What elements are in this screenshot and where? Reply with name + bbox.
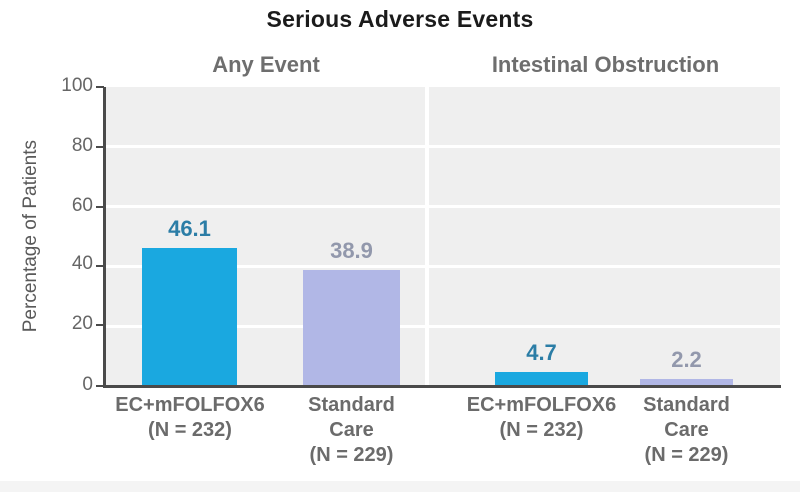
panel-subtitle-any-event: Any Event [212,52,320,77]
bar-group-ec-mfolfox6-any-event: 46.1 [142,87,237,386]
bottom-edge-strip [0,481,800,492]
bar-ec-mfolfox6-intestinal-obstruction [495,371,588,386]
bar-value-label: 4.7 [526,339,557,365]
category-name: EC+mFOLFOX6 [466,394,617,416]
y-tick-label-60: 60 [71,195,93,216]
gridline-20 [105,325,780,328]
category-n-count: (N = 229) [644,444,729,466]
y-axis-title-text: Percentage of Patients [20,140,41,333]
chart-title: Serious Adverse Events [266,6,534,32]
plot-area: 46.1 38.9 4.7 2.2 [105,87,780,386]
category-label-standard-care-intestinal-obstruction: Standard Care (N = 229) [636,393,737,468]
bar-ec-mfolfox6-any-event [142,248,237,386]
bar-standard-care-intestinal-obstruction [640,379,733,386]
y-tick-label-20: 20 [71,313,93,334]
y-tick-label-40: 40 [71,253,93,274]
category-name: Care [664,419,709,441]
bar-standard-care-any-event [303,269,400,386]
y-tick-mark [96,324,104,326]
y-axis-title: Percentage of Patients [16,87,46,386]
y-tick-mark [96,206,104,208]
panel-subtitle-intestinal-obstruction: Intestinal Obstruction [491,52,720,77]
bar-value-label: 2.2 [671,347,702,373]
category-name: EC+mFOLFOX6 [115,394,265,416]
panel-divider [425,87,429,386]
y-tick-mark [96,146,104,148]
x-axis-line [103,385,781,388]
y-tick-mark [96,265,104,267]
y-tick-label-0: 0 [82,374,93,395]
category-n-count: (N = 229) [309,444,394,466]
bar-group-ec-mfolfox6-intestinal-obstruction: 4.7 [495,87,588,386]
gridline-40 [105,265,780,268]
category-label-standard-care-any-event: Standard Care (N = 229) [301,393,402,468]
category-name: Standard [308,394,395,416]
y-tick-mark [96,86,104,88]
y-tick-label-80: 80 [71,135,93,156]
gridline-80 [105,145,780,148]
category-name: Standard [643,394,730,416]
category-n-count: (N = 232) [499,419,584,441]
y-tick-mark [96,385,104,387]
category-n-count: (N = 232) [148,419,232,441]
y-axis-line [103,87,106,388]
category-label-ec-mfolfox6-any-event: EC+mFOLFOX6 (N = 232) [105,393,275,443]
bar-group-standard-care-any-event: 38.9 [303,87,400,386]
gridline-60 [105,205,780,208]
category-label-ec-mfolfox6-intestinal-obstruction: EC+mFOLFOX6 (N = 232) [456,393,627,443]
bar-value-label: 46.1 [168,216,211,242]
bar-group-standard-care-intestinal-obstruction: 2.2 [640,87,733,386]
y-tick-label-100: 100 [61,75,93,96]
bar-value-label: 38.9 [330,237,373,263]
category-name: Care [329,419,374,441]
